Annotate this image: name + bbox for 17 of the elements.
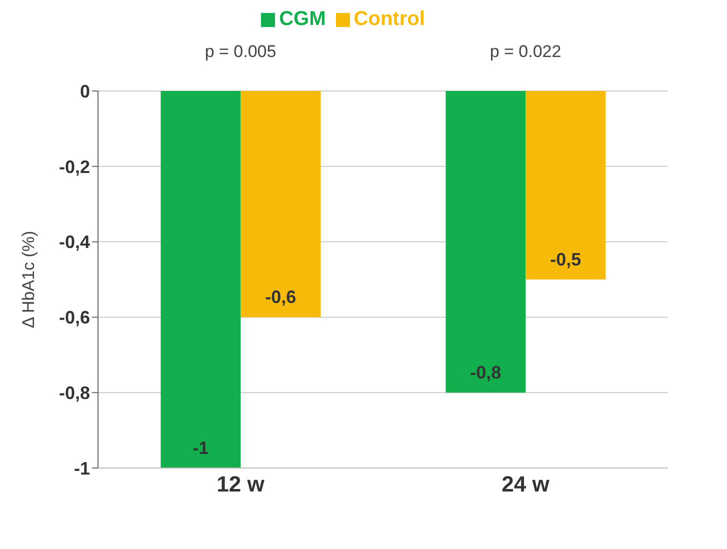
y-tick-label: -0,6 bbox=[58, 308, 90, 328]
y-tick-label: 0 bbox=[80, 81, 90, 102]
data-label: -0,6 bbox=[265, 287, 296, 308]
data-label: -0,8 bbox=[470, 362, 502, 383]
y-tick-label: -0,8 bbox=[58, 382, 90, 403]
y-tick-label: -0,2 bbox=[58, 156, 90, 177]
x-tick-label: 24 w bbox=[502, 472, 550, 497]
text: p = 0.022 bbox=[488, 42, 562, 62]
text: p = 0.005 bbox=[204, 42, 278, 62]
legend-label: Control bbox=[354, 8, 425, 30]
y-axis-title: Δ HbA1c (%) bbox=[19, 230, 38, 328]
data-label: -1 bbox=[192, 438, 209, 458]
x-tick-label: 12 w bbox=[216, 472, 266, 497]
data-label: -0,5 bbox=[550, 250, 582, 270]
y-tick-label: -1 bbox=[74, 458, 90, 478]
legend-label: CGM bbox=[279, 8, 326, 30]
y-tick-label: -0,4 bbox=[58, 232, 90, 252]
